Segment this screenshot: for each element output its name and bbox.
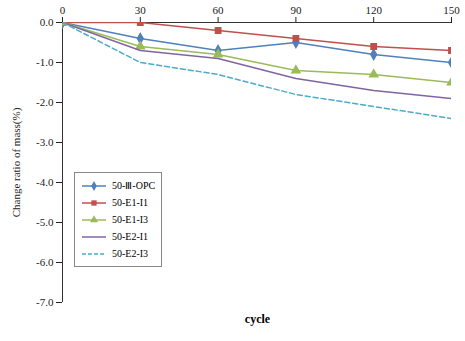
svg-text:-5.0: -5.0 [36,216,54,228]
svg-text:-2.0: -2.0 [36,96,54,108]
html-text:50-E2-I1: 50-E2-I1 [112,231,149,242]
svg-text:120: 120 [365,4,382,16]
html-text:cycle: cycle [244,312,271,326]
html-text:50-E1-I3: 50-E1-I3 [112,214,149,225]
svg-text:-1.0: -1.0 [36,56,54,68]
svg-text:-7.0: -7.0 [36,296,54,308]
html-text:50-Ⅲ-OPC: 50-Ⅲ-OPC [112,180,156,191]
svg-text:Change ratio of mass(%): Change ratio of mass(%) [10,107,23,217]
svg-text:0: 0 [60,4,66,16]
html-text:50-E2-I3: 50-E2-I3 [112,248,149,259]
svg-text:-6.0: -6.0 [36,256,54,268]
svg-text:-4.0: -4.0 [36,176,54,188]
svg-text:60: 60 [213,4,225,16]
svg-text:90: 90 [290,4,302,16]
svg-text:150: 150 [443,4,460,16]
svg-text:0.0: 0.0 [40,16,54,28]
svg-text:30: 30 [135,4,147,16]
svg-text:-3.0: -3.0 [36,136,54,148]
html-text:50-E1-I1: 50-E1-I1 [112,197,149,208]
